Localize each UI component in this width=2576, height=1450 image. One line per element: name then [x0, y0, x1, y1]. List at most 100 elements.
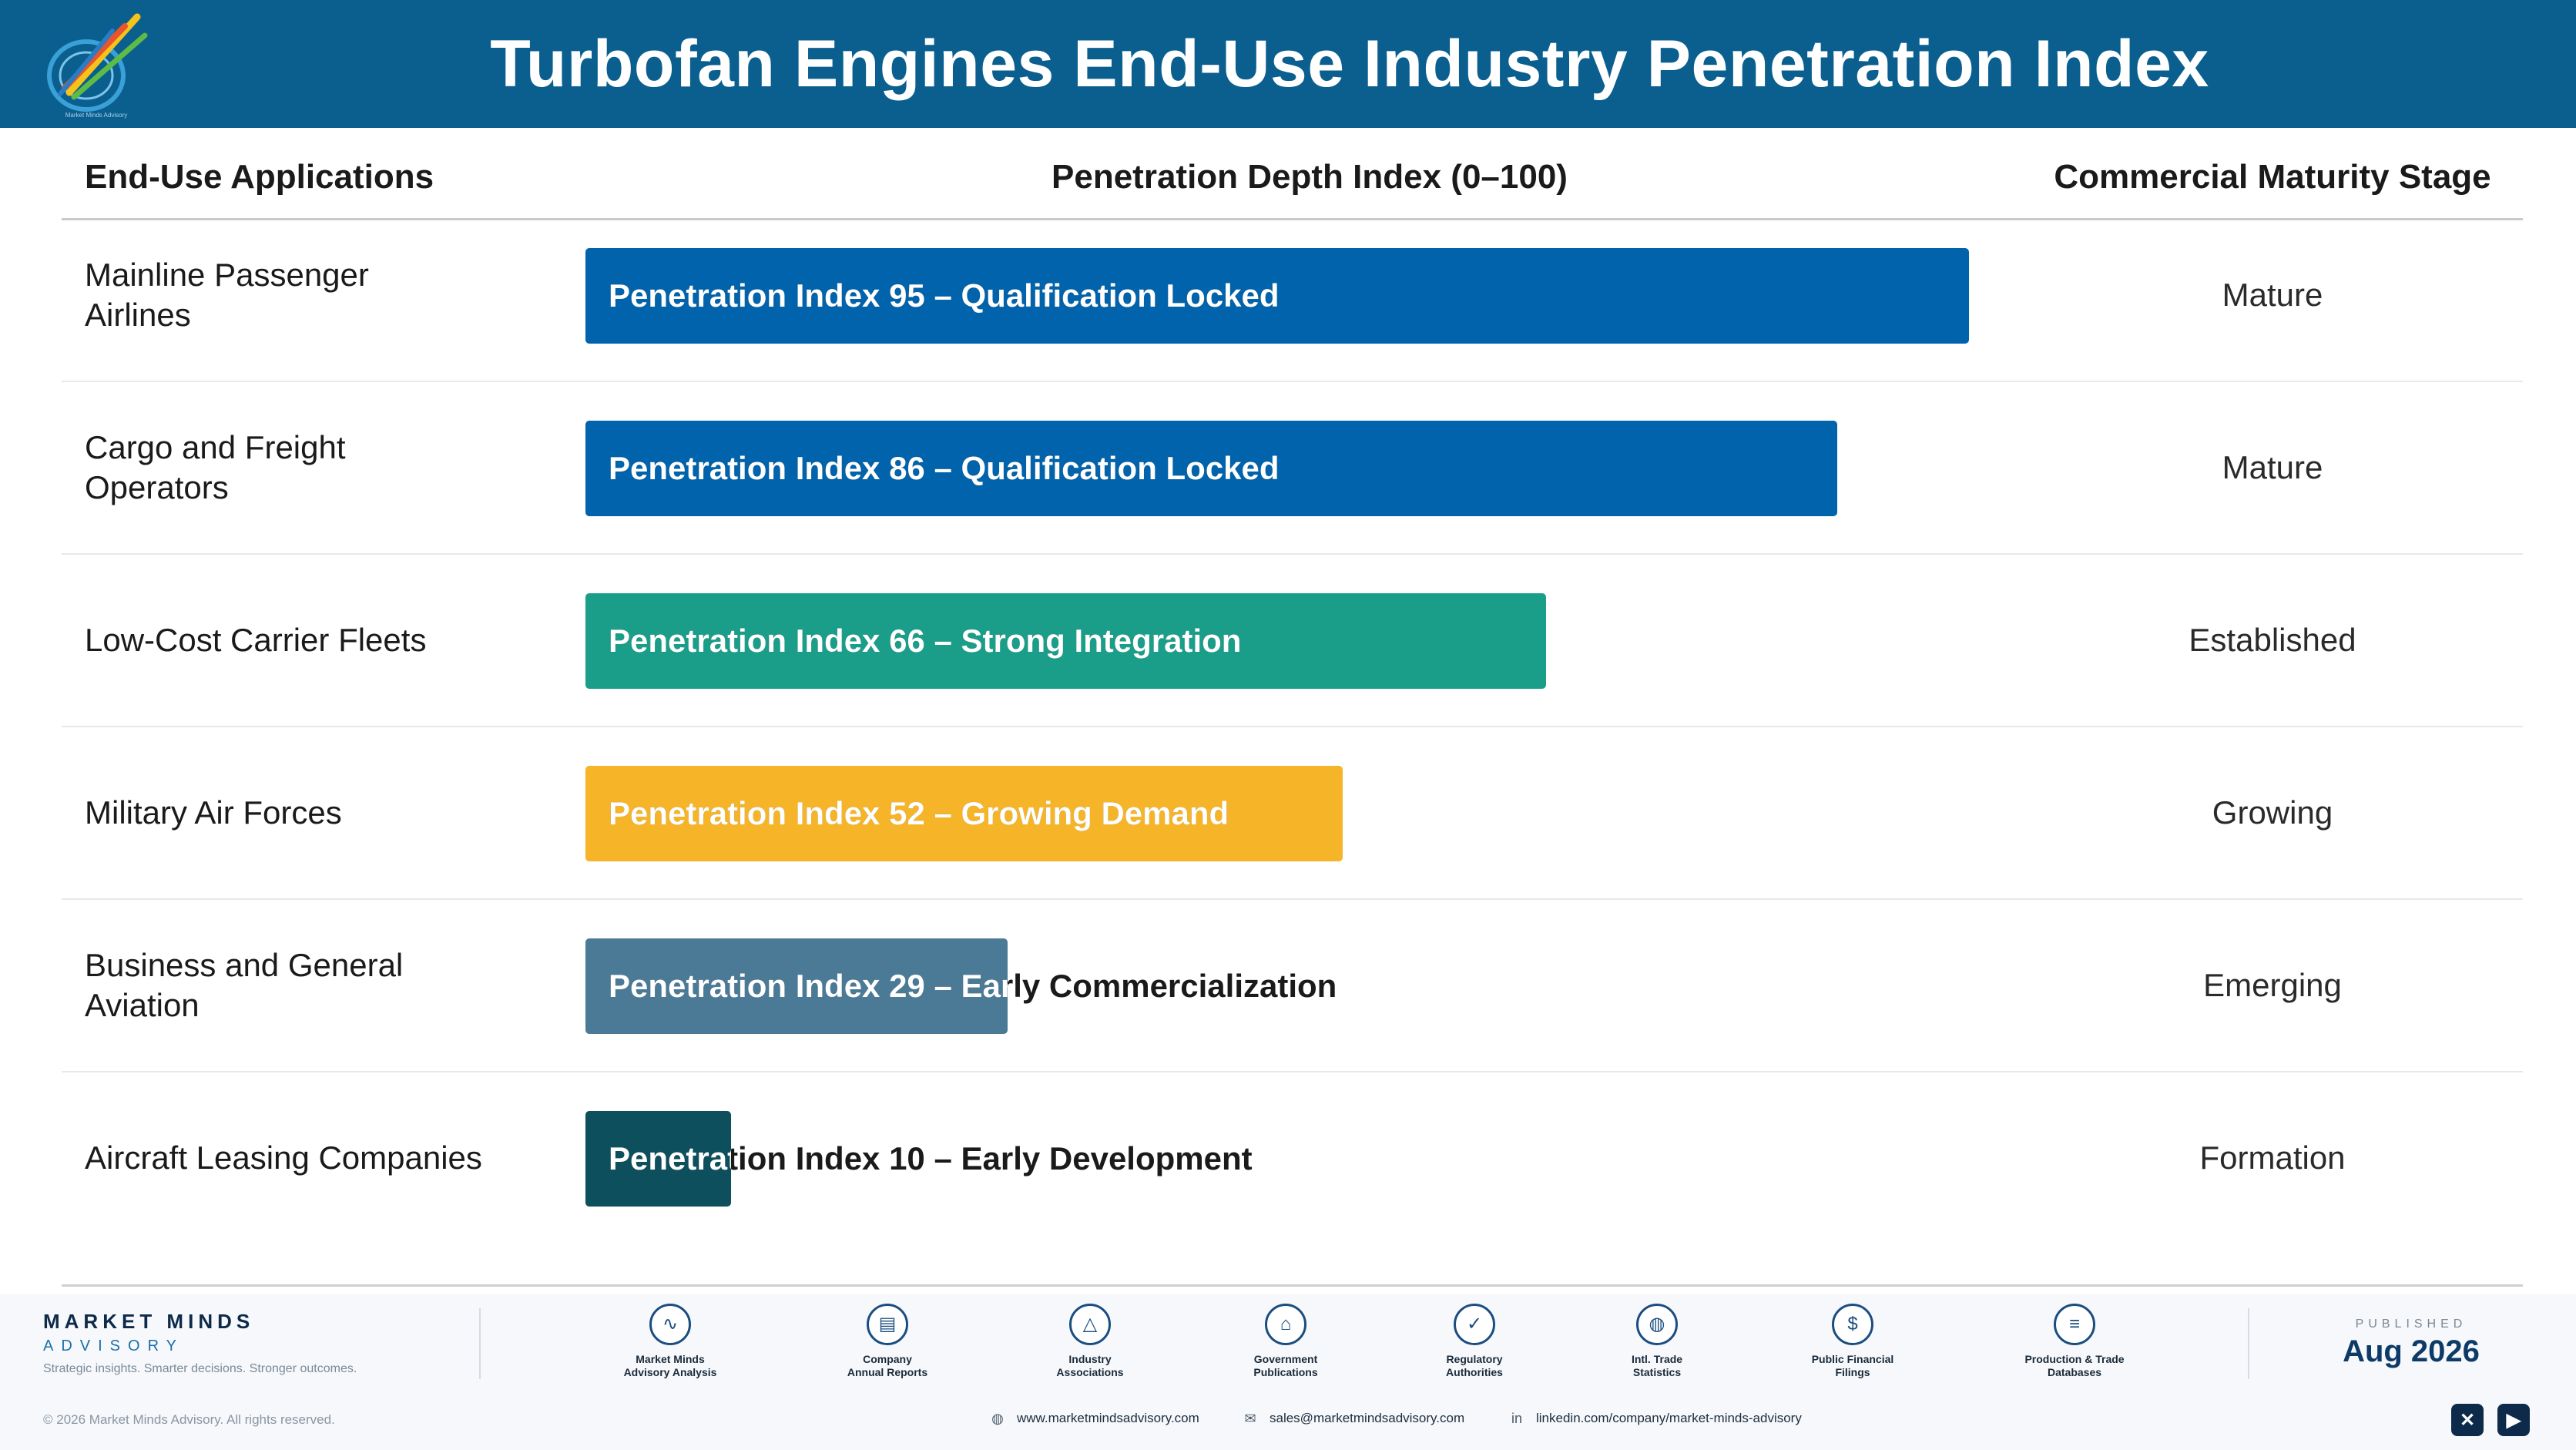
x-icon[interactable]: ✕	[2451, 1404, 2484, 1436]
website-text: www.marketmindsadvisory.com	[1017, 1411, 1199, 1425]
svg-text:Market Minds Advisory: Market Minds Advisory	[65, 112, 127, 119]
row-divider	[62, 898, 2523, 900]
row-application-label: Business and General Aviation	[85, 947, 404, 1023]
source-item: △ Industry Associations	[1013, 1304, 1167, 1379]
government-building-icon: ⌂	[1265, 1304, 1306, 1345]
trend-chart-icon: ∿	[649, 1304, 691, 1345]
source-item: ▤ Company Annual Reports	[810, 1304, 964, 1379]
row-maturity-stage: Growing	[2212, 794, 2333, 831]
bar-track: Penetration Index 95 – Qualification Loc…	[585, 248, 2126, 344]
published-date: Aug 2026	[2343, 1334, 2480, 1368]
footer-divider	[2248, 1308, 2249, 1379]
penetration-bar	[585, 938, 1008, 1034]
mail-icon: ✉	[1244, 1410, 1256, 1426]
source-label: Market Minds Advisory Analysis	[623, 1353, 717, 1378]
bar-value-label: Penetration Index 95 – Qualification Loc…	[609, 277, 1280, 314]
row-application-label: Cargo and Freight Operators	[85, 429, 346, 505]
bar-value-label: Penetration Index 86 – Qualification Loc…	[609, 450, 1280, 486]
chart-row: Cargo and Freight Operators Penetration I…	[62, 382, 2523, 555]
bar-track: Penetration Index 52 – Growing Demand Pen…	[585, 766, 2126, 861]
page-title: Turbofan Engines End-Use Industry Penetr…	[490, 27, 2209, 101]
chart-row: Business and General Aviation Penetration…	[62, 900, 2523, 1072]
footer-divider	[479, 1308, 481, 1379]
row-maturity-stage: Established	[2189, 622, 2356, 658]
linkedin-link[interactable]: in linkedin.com/company/market-minds-adv…	[1508, 1410, 1802, 1427]
source-item: ✓ Regulatory Authorities	[1397, 1304, 1551, 1379]
penetration-bar	[585, 593, 1546, 689]
email-link[interactable]: ✉ sales@marketmindsadvisory.com	[1242, 1410, 1464, 1427]
row-application-label: Mainline Passenger Airlines	[85, 257, 369, 333]
bar-label-clip: Penetration Index 95 – Qualification Loc…	[585, 248, 1969, 344]
bar-value-label-inside: Penetration Index 10 – Early Development	[609, 1140, 731, 1176]
youtube-icon[interactable]: ▶	[2497, 1404, 2530, 1436]
source-label: Regulatory Authorities	[1446, 1353, 1503, 1378]
chart-row: Mainline Passenger Airlines Penetration I…	[62, 210, 2523, 382]
header-bar: Market Minds Advisory Turbofan Engines E…	[0, 0, 2576, 128]
bar-value-label-inside: Penetration Index 66 – Strong Integratio…	[609, 623, 1242, 659]
network-icon: △	[1069, 1304, 1111, 1345]
bar-label-clip: Penetration Index 86 – Qualification Loc…	[585, 421, 1837, 516]
company-logo: Market Minds Advisory	[47, 13, 148, 119]
row-divider	[62, 1071, 2523, 1072]
penetration-bar	[585, 248, 1969, 344]
chart-row: Aircraft Leasing Companies Penetration In…	[62, 1072, 2523, 1245]
bar-value-label-inside: Penetration Index 29 – Early Commerciali…	[609, 968, 1008, 1004]
row-application-label: Aircraft Leasing Companies	[85, 1140, 482, 1176]
chart-row: Low-Cost Carrier Fleets Penetration Index…	[62, 555, 2523, 727]
penetration-bar	[585, 1111, 731, 1207]
source-item: $ Public Financial Filings	[1776, 1304, 1930, 1379]
bar-track: Penetration Index 66 – Strong Integratio…	[585, 593, 2126, 689]
bar-value-label: Penetration Index 10 – Early Development	[609, 1140, 1253, 1176]
source-label: Public Financial Filings	[1811, 1353, 1894, 1378]
bar-label-clip: Penetration Index 29 – Early Commerciali…	[585, 938, 1008, 1034]
brand-name: MARKET MINDS	[43, 1310, 255, 1333]
linkedin-icon: in	[1511, 1410, 1522, 1426]
column-header-depth: Penetration Depth Index (0–100)	[1052, 158, 1568, 196]
bar-track: Penetration Index 10 – Early Development…	[585, 1111, 2126, 1207]
penetration-bar	[585, 766, 1343, 861]
row-maturity-stage: Mature	[2222, 449, 2323, 485]
bar-value-label: Penetration Index 66 – Strong Integratio…	[609, 623, 1242, 659]
shield-check-icon: ✓	[1454, 1304, 1495, 1345]
row-divider	[62, 553, 2523, 555]
website-link[interactable]: ◍ www.marketmindsadvisory.com	[989, 1410, 1199, 1427]
source-label: Production & Trade Databases	[2024, 1353, 2125, 1378]
source-label: Company Annual Reports	[847, 1353, 928, 1378]
row-maturity-stage: Emerging	[2203, 967, 2342, 1003]
source-item: ≡ Production & Trade Databases	[1997, 1304, 2152, 1379]
bar-track: Penetration Index 29 – Early Commerciali…	[585, 938, 2126, 1034]
source-label: Industry Associations	[1056, 1353, 1124, 1378]
row-application-label: Low-Cost Carrier Fleets	[85, 622, 427, 658]
footer: MARKET MINDS ADVISORY Strategic insights…	[0, 1294, 2576, 1450]
bar-label-clip: Penetration Index 52 – Growing Demand	[585, 766, 1343, 861]
header-divider	[62, 218, 2523, 220]
bar-value-label: Penetration Index 29 – Early Commerciali…	[609, 968, 1337, 1004]
penetration-bar	[585, 421, 1837, 516]
chart-row: Military Air Forces Penetration Index 52 …	[62, 727, 2523, 900]
source-item: ⌂ Government Publications	[1209, 1304, 1363, 1379]
globe-icon: ◍	[991, 1410, 1004, 1426]
row-maturity-stage: Formation	[2199, 1140, 2346, 1176]
row-divider	[62, 726, 2523, 727]
document-icon: ▤	[867, 1304, 908, 1345]
row-divider	[62, 381, 2523, 382]
bar-label-clip: Penetration Index 66 – Strong Integratio…	[585, 593, 1546, 689]
source-label: Intl. Trade Statistics	[1631, 1353, 1683, 1378]
brand-tagline: Strategic insights. Smarter decisions. S…	[43, 1362, 357, 1375]
bar-value-label-inside: Penetration Index 86 – Qualification Loc…	[609, 450, 1280, 486]
bar-value-label-inside: Penetration Index 95 – Qualification Loc…	[609, 277, 1280, 314]
database-icon: ≡	[2054, 1304, 2095, 1345]
bar-label-clip: Penetration Index 10 – Early Development	[585, 1111, 731, 1207]
globe-icon: ◍	[1636, 1304, 1678, 1345]
published-label: PUBLISHED	[2355, 1317, 2467, 1331]
column-header-stage: Commercial Maturity Stage	[2054, 158, 2491, 196]
brand-subtitle: ADVISORY	[43, 1338, 184, 1354]
bar-value-label: Penetration Index 52 – Growing Demand	[609, 795, 1229, 831]
source-item: ◍ Intl. Trade Statistics	[1580, 1304, 1734, 1379]
copyright-text: © 2026 Market Minds Advisory. All rights…	[43, 1412, 335, 1427]
column-header-applications: End-Use Applications	[85, 158, 434, 196]
chart-bottom-divider	[62, 1284, 2523, 1287]
dollar-coin-icon: $	[1832, 1304, 1873, 1345]
bar-value-label-inside: Penetration Index 52 – Growing Demand	[609, 795, 1229, 831]
